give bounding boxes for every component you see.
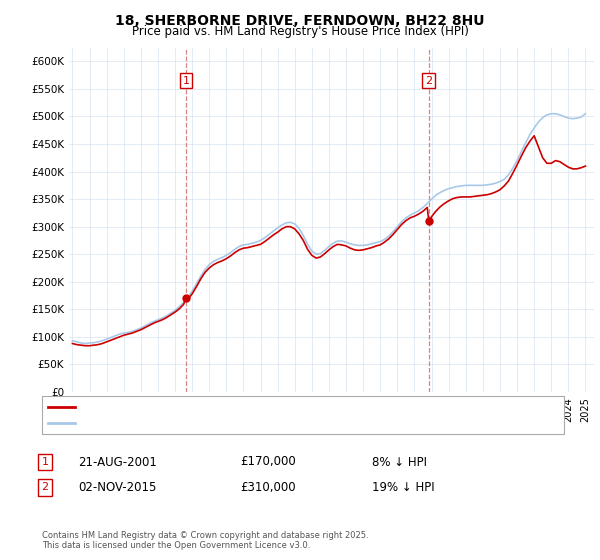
Text: 21-AUG-2001: 21-AUG-2001 [78, 455, 157, 469]
Text: 8% ↓ HPI: 8% ↓ HPI [372, 455, 427, 469]
Text: Contains HM Land Registry data © Crown copyright and database right 2025.
This d: Contains HM Land Registry data © Crown c… [42, 531, 368, 550]
Text: 2: 2 [41, 482, 49, 492]
Text: 02-NOV-2015: 02-NOV-2015 [78, 480, 157, 494]
Text: 19% ↓ HPI: 19% ↓ HPI [372, 480, 434, 494]
Text: 18, SHERBORNE DRIVE, FERNDOWN, BH22 8HU: 18, SHERBORNE DRIVE, FERNDOWN, BH22 8HU [115, 14, 485, 28]
Text: Price paid vs. HM Land Registry's House Price Index (HPI): Price paid vs. HM Land Registry's House … [131, 25, 469, 38]
Text: HPI: Average price, detached house, Dorset: HPI: Average price, detached house, Dors… [80, 418, 307, 428]
Text: £310,000: £310,000 [240, 480, 296, 494]
Text: 18, SHERBORNE DRIVE, FERNDOWN, BH22 8HU (detached house): 18, SHERBORNE DRIVE, FERNDOWN, BH22 8HU … [80, 402, 422, 412]
Text: 1: 1 [41, 457, 49, 467]
Text: 2: 2 [425, 76, 433, 86]
Text: 1: 1 [182, 76, 190, 86]
Text: £170,000: £170,000 [240, 455, 296, 469]
